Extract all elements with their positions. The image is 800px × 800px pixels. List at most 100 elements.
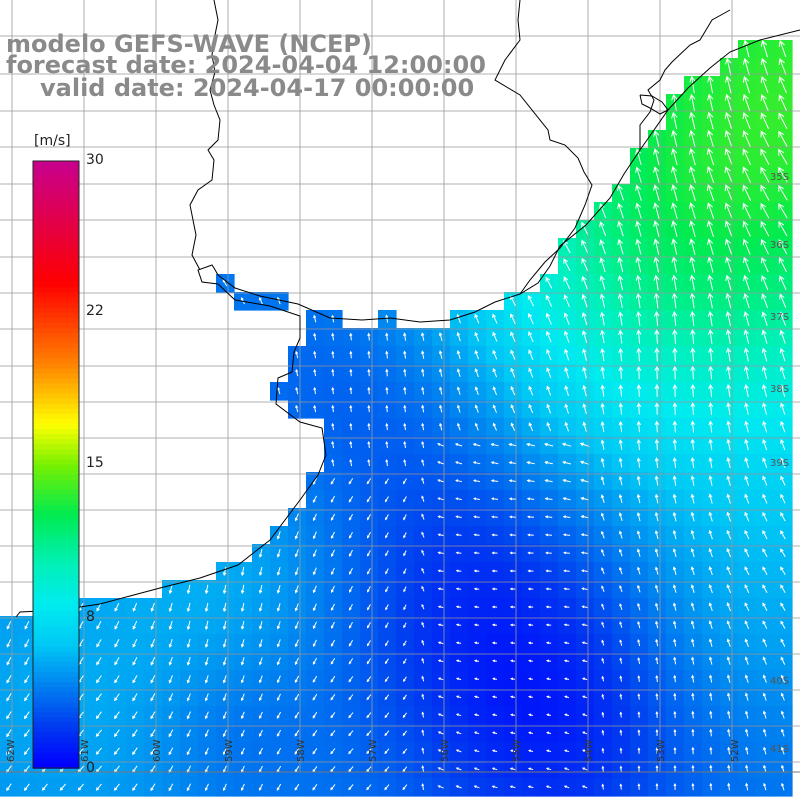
colorbar-swatch <box>33 540 79 546</box>
colorbar-tick-30: 30 <box>86 152 104 168</box>
colorbar-swatch <box>33 611 79 617</box>
colorbar-swatch <box>33 702 79 708</box>
longitude-label: 57W <box>368 739 379 762</box>
colorbar-swatch <box>33 642 79 648</box>
colorbar-swatch <box>33 636 79 642</box>
colorbar-swatch <box>33 303 79 309</box>
colorbar-swatch <box>33 282 79 288</box>
colorbar-swatch <box>33 505 79 511</box>
colorbar-swatch <box>33 758 79 764</box>
colorbar-swatch <box>33 470 79 476</box>
colorbar-swatch <box>33 465 79 471</box>
latitude-label: 41S <box>770 744 789 755</box>
colorbar-swatch <box>33 212 79 218</box>
colorbar-swatch <box>33 753 79 759</box>
colorbar-swatch <box>33 631 79 637</box>
longitude-label: 53W <box>656 739 667 762</box>
longitude-label: 56W <box>440 739 451 762</box>
colorbar-swatch <box>33 384 79 390</box>
colorbar-swatch <box>33 571 79 577</box>
colorbar-swatch <box>33 500 79 506</box>
colorbar-swatch <box>33 318 79 324</box>
colorbar-swatch <box>33 293 79 299</box>
colorbar-swatch <box>33 444 79 450</box>
longitude-label: 55W <box>512 739 523 762</box>
colorbar-swatch <box>33 475 79 481</box>
colorbar-swatch <box>33 247 79 253</box>
latitude-label: 39S <box>770 458 789 469</box>
colorbar-tick-15: 15 <box>86 455 104 471</box>
colorbar-swatch <box>33 647 79 653</box>
longitude-label: 59W <box>224 739 235 762</box>
colorbar-tick-22: 22 <box>86 303 104 319</box>
colorbar-swatch <box>33 621 79 627</box>
colorbar-swatch <box>33 677 79 683</box>
colorbar-swatch <box>33 358 79 364</box>
longitude-label: 60W <box>152 739 163 762</box>
colorbar-swatch <box>33 682 79 688</box>
colorbar-swatch <box>33 434 79 440</box>
colorbar-swatch <box>33 662 79 668</box>
colorbar-swatch <box>33 717 79 723</box>
colorbar-swatch <box>33 323 79 329</box>
colorbar-swatch <box>33 748 79 754</box>
colorbar-swatch <box>33 728 79 734</box>
colorbar-swatch <box>33 161 79 167</box>
colorbar-swatch <box>33 480 79 486</box>
colorbar-swatch <box>33 419 79 425</box>
colorbar-swatch <box>33 576 79 582</box>
colorbar-swatch <box>33 738 79 744</box>
colorbar-swatch <box>33 429 79 435</box>
colorbar-swatch <box>33 535 79 541</box>
colorbar-swatch <box>33 308 79 314</box>
colorbar-swatch <box>33 348 79 354</box>
colorbar-swatch <box>33 257 79 263</box>
colorbar-swatch <box>33 186 79 192</box>
colorbar-swatch <box>33 454 79 460</box>
colorbar-swatch <box>33 652 79 658</box>
colorbar-swatch <box>33 272 79 278</box>
colorbar-swatch <box>33 287 79 293</box>
longitude-label: 54W <box>584 739 595 762</box>
colorbar-swatch <box>33 606 79 612</box>
longitude-label: 58W <box>296 739 307 762</box>
latitude-label: 35S <box>770 172 789 183</box>
colorbar-swatch <box>33 510 79 516</box>
colorbar-swatch <box>33 697 79 703</box>
colorbar-swatch <box>33 191 79 197</box>
colorbar-swatch <box>33 414 79 420</box>
colorbar-swatch <box>33 596 79 602</box>
colorbar-swatch <box>33 166 79 172</box>
colorbar <box>33 161 79 769</box>
colorbar-swatch <box>33 485 79 491</box>
colorbar-swatch <box>33 561 79 567</box>
colorbar-tick-0: 0 <box>86 760 95 776</box>
colorbar-swatch <box>33 277 79 283</box>
latitude-label: 38S <box>770 384 789 395</box>
colorbar-swatch <box>33 687 79 693</box>
colorbar-swatch <box>33 495 79 501</box>
colorbar-swatch <box>33 550 79 556</box>
colorbar-swatch <box>33 409 79 415</box>
latitude-label: 40S <box>770 676 789 687</box>
colorbar-swatch <box>33 171 79 177</box>
colorbar-swatch <box>33 490 79 496</box>
colorbar-swatch <box>33 566 79 572</box>
colorbar-swatch <box>33 252 79 258</box>
colorbar-swatch <box>33 262 79 268</box>
colorbar-swatch <box>33 657 79 663</box>
colorbar-swatch <box>33 343 79 349</box>
colorbar-swatch <box>33 515 79 521</box>
colorbar-swatch <box>33 692 79 698</box>
colorbar-swatch <box>33 626 79 632</box>
colorbar-swatch <box>33 196 79 202</box>
colorbar-swatch <box>33 722 79 728</box>
colorbar-swatch <box>33 237 79 243</box>
valid-date: valid date: 2024-04-17 00:00:00 <box>40 76 474 100</box>
colorbar-swatch <box>33 404 79 410</box>
latitude-label: 36S <box>770 240 789 251</box>
colorbar-swatch <box>33 586 79 592</box>
colorbar-swatch <box>33 201 79 207</box>
colorbar-swatch <box>33 267 79 273</box>
